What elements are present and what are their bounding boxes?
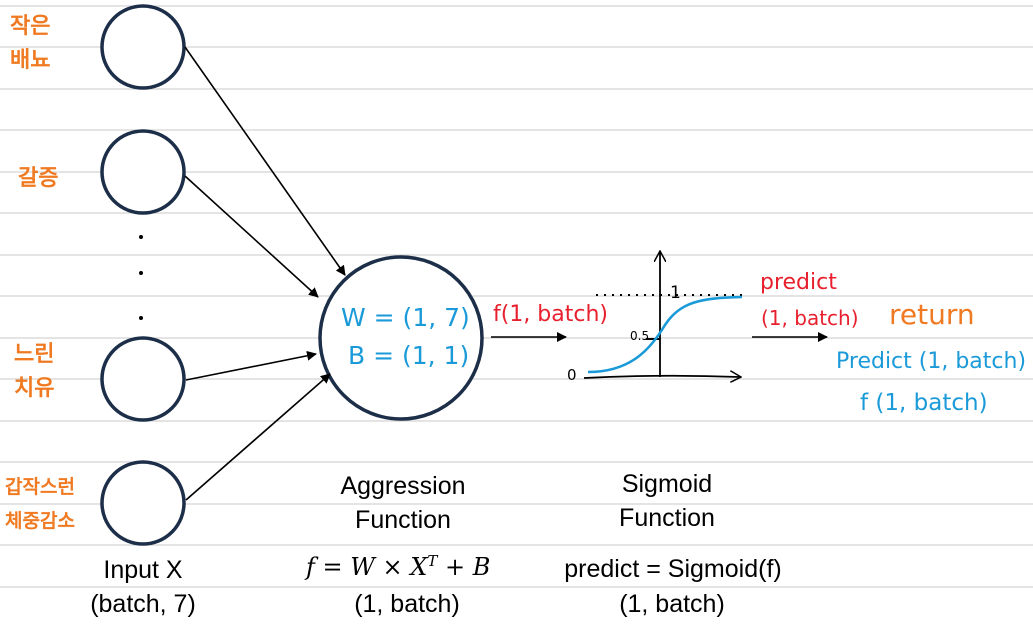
input-label-2: 갈증 <box>18 166 59 191</box>
edge-4 <box>185 373 331 501</box>
return-line-1: Predict (1, batch) <box>836 349 1027 374</box>
return-title: return <box>889 298 975 331</box>
predict-label: predict <box>760 270 837 295</box>
input-node-4 <box>100 460 186 546</box>
predict-shape-label: (1, batch) <box>761 306 859 330</box>
edge-3 <box>185 350 317 381</box>
bias-label: B = (1, 1) <box>348 341 470 370</box>
input-label-4: 갑작스런 체중감소 <box>5 476 75 532</box>
sigmoid-y-half-label: 0.5 <box>630 329 650 343</box>
input-node-1 <box>100 4 186 90</box>
input-label-3: 느린 치유 <box>14 342 55 401</box>
edge-1 <box>184 46 346 276</box>
sigmoid-caption-subtitle: Function <box>619 504 715 532</box>
aggregation-caption-title: Aggression <box>340 472 466 500</box>
input-label-1: 작은 배뇨 <box>10 14 51 73</box>
ruled-lines <box>0 5 1033 588</box>
sigmoid-origin-label: 0 <box>567 366 577 384</box>
input-caption-title: Input X <box>103 556 183 584</box>
aggregation-formula: f = W × XT + B <box>306 552 491 581</box>
input-caption-shape: (batch, 7) <box>90 590 196 618</box>
aggregation-caption-shape: (1, batch) <box>354 590 460 618</box>
return-line-2: f (1, batch) <box>860 390 988 416</box>
input-node-2 <box>100 129 186 215</box>
sigmoid-caption-title: Sigmoid <box>621 470 713 498</box>
sigmoid-formula: predict = Sigmoid(f) <box>564 555 782 583</box>
aggregation-caption-subtitle: Function <box>355 506 451 534</box>
edge-2 <box>184 175 319 298</box>
input-node-3 <box>100 336 186 422</box>
sigmoid-y-one-label: 1 <box>670 283 681 303</box>
ellipsis-dots <box>139 235 143 320</box>
aggregation-output-label: f(1, batch) <box>493 302 609 327</box>
sigmoid-caption-shape: (1, batch) <box>619 590 725 618</box>
neuron-node <box>318 255 484 421</box>
sigmoid-plot <box>583 252 742 378</box>
weight-label: W = (1, 7) <box>341 303 470 332</box>
